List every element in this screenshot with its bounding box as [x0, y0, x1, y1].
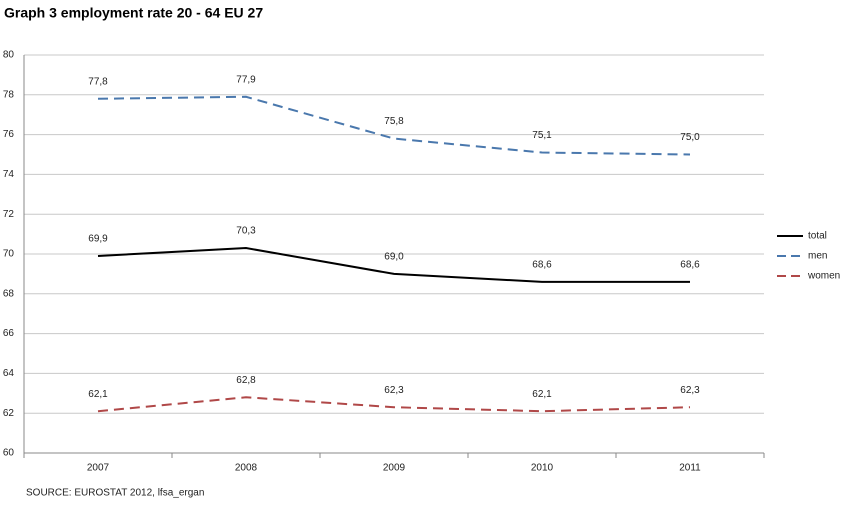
- data-label: 62,3: [384, 385, 404, 396]
- y-tick-label: 80: [3, 50, 15, 61]
- data-label: 75,0: [680, 132, 700, 143]
- data-label: 77,8: [88, 76, 108, 87]
- y-tick-label: 68: [3, 288, 15, 299]
- x-tick-label: 2010: [531, 463, 554, 474]
- data-label: 75,1: [532, 130, 552, 141]
- y-tick-label: 76: [3, 129, 15, 140]
- data-label: 68,6: [680, 260, 700, 271]
- series-line: [97, 396, 691, 413]
- x-tick-label: 2009: [383, 463, 406, 474]
- y-tick-label: 78: [3, 89, 15, 100]
- y-tick-label: 74: [3, 169, 15, 180]
- data-label: 68,6: [532, 260, 552, 271]
- data-label: 69,0: [384, 252, 404, 263]
- data-label: 62,1: [88, 389, 108, 400]
- legend-label: men: [808, 251, 827, 262]
- data-label: 75,8: [384, 116, 404, 127]
- y-tick-label: 62: [3, 408, 15, 419]
- y-tick-label: 64: [3, 368, 15, 379]
- y-tick-label: 72: [3, 209, 15, 220]
- x-tick-label: 2007: [87, 463, 110, 474]
- legend-label: total: [808, 231, 827, 242]
- chart-title: Graph 3 employment rate 20 - 64 EU 27: [4, 5, 263, 21]
- x-tick-label: 2011: [679, 463, 701, 474]
- data-label: 62,8: [236, 375, 256, 386]
- y-tick-label: 60: [3, 448, 15, 459]
- source-note: SOURCE: EUROSTAT 2012, lfsa_ergan: [26, 488, 204, 499]
- data-label: 70,3: [236, 226, 256, 237]
- data-label: 77,9: [236, 74, 256, 85]
- y-tick-label: 66: [3, 328, 15, 339]
- data-label: 62,3: [680, 385, 700, 396]
- series-line: [97, 247, 690, 283]
- legend-label: women: [807, 271, 840, 282]
- data-label: 69,9: [88, 234, 108, 245]
- x-tick-label: 2008: [235, 463, 258, 474]
- y-tick-label: 70: [3, 249, 15, 260]
- series-line: [97, 95, 691, 156]
- data-label: 62,1: [532, 389, 552, 400]
